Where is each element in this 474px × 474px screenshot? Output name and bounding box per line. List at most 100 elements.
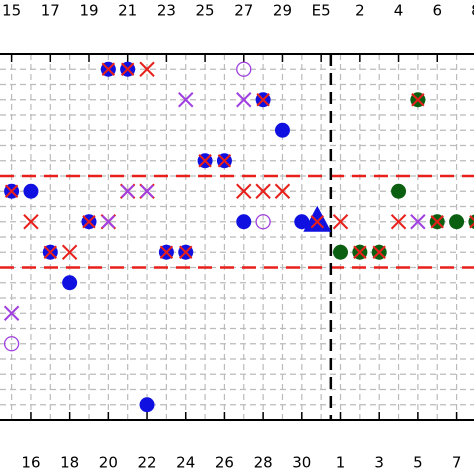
cross <box>3 305 20 321</box>
cross <box>372 245 386 259</box>
x-tick-label: 1 <box>336 454 346 472</box>
dot <box>274 122 290 138</box>
x-tick-label: 21 <box>118 2 137 20</box>
marker <box>274 183 291 199</box>
x-tick-label: 29 <box>273 2 292 20</box>
triangle <box>303 205 332 232</box>
marker <box>303 205 332 232</box>
x-tick-label: 28 <box>254 454 273 472</box>
dot <box>449 214 465 230</box>
marker <box>449 214 465 230</box>
dot <box>139 397 155 413</box>
marker <box>332 214 349 230</box>
marker <box>139 397 155 413</box>
marker <box>371 244 387 260</box>
marker <box>468 214 474 229</box>
cross <box>430 215 444 229</box>
marker <box>120 61 136 77</box>
marker <box>255 214 271 230</box>
x-tick-label: 4 <box>394 2 404 20</box>
x-tick-label: 20 <box>99 454 118 472</box>
marker <box>410 214 426 230</box>
marker <box>429 214 445 230</box>
marker <box>23 183 39 199</box>
cross <box>469 215 474 222</box>
marker <box>81 214 97 230</box>
dot <box>62 275 78 291</box>
dot <box>333 244 349 260</box>
marker <box>236 92 252 108</box>
cross <box>236 183 252 199</box>
marker <box>352 244 368 260</box>
x-tick-label: 19 <box>79 2 98 20</box>
x-tick-label: 5 <box>413 454 423 472</box>
marker <box>294 214 310 230</box>
marker <box>197 153 213 169</box>
marker <box>4 183 20 199</box>
cross <box>390 214 407 230</box>
cross <box>332 214 349 230</box>
marker <box>158 244 174 260</box>
x-tick-label: 3 <box>374 454 384 472</box>
marker <box>391 183 407 199</box>
marker <box>216 153 232 169</box>
x-tick-label: 26 <box>215 454 234 472</box>
x-tick-label: 27 <box>234 2 253 20</box>
cross <box>178 92 194 108</box>
marker <box>62 275 78 291</box>
cross <box>61 244 78 260</box>
x-tick-label: 23 <box>157 2 176 20</box>
x-tick-label: 15 <box>2 2 21 20</box>
marker <box>236 183 252 199</box>
cross <box>4 184 19 198</box>
marker <box>61 244 78 260</box>
dot <box>236 61 252 77</box>
cross <box>255 183 271 199</box>
marker <box>3 336 20 352</box>
marker <box>178 92 194 108</box>
x-tick-label: 25 <box>196 2 215 20</box>
marker <box>100 214 117 230</box>
x-tick-label: 22 <box>137 454 156 472</box>
x-tick-label: 24 <box>176 454 195 472</box>
marker <box>100 61 116 77</box>
x-tick-label: 8 <box>471 2 474 20</box>
cross <box>139 61 155 77</box>
cross <box>410 214 426 230</box>
x-tick-label: 2 <box>355 2 365 20</box>
cross <box>217 154 232 168</box>
marker <box>42 244 58 260</box>
marker <box>236 61 252 77</box>
dot <box>294 214 310 230</box>
dot <box>23 183 39 199</box>
cross <box>82 215 96 229</box>
cross <box>159 245 174 259</box>
dot <box>236 214 252 230</box>
cross <box>469 222 474 229</box>
cross <box>120 62 135 76</box>
marker <box>139 61 155 77</box>
dot <box>255 214 271 230</box>
cross <box>120 184 135 198</box>
cross <box>353 245 367 259</box>
cross <box>101 62 116 76</box>
marker <box>23 214 39 230</box>
cross <box>101 215 116 229</box>
marker <box>236 214 252 230</box>
marker <box>390 214 407 230</box>
x-tick-label: 16 <box>21 454 40 472</box>
cross <box>198 154 212 168</box>
marker <box>255 92 271 108</box>
cross <box>310 215 324 229</box>
marker <box>139 183 155 199</box>
marker <box>410 92 426 108</box>
cross <box>140 184 154 198</box>
cross <box>256 93 270 107</box>
cross <box>179 245 193 259</box>
cross <box>43 245 58 259</box>
cross <box>236 92 252 108</box>
x-tick-label: 6 <box>432 2 442 20</box>
x-tick-label: 18 <box>60 454 79 472</box>
cross <box>23 214 39 230</box>
